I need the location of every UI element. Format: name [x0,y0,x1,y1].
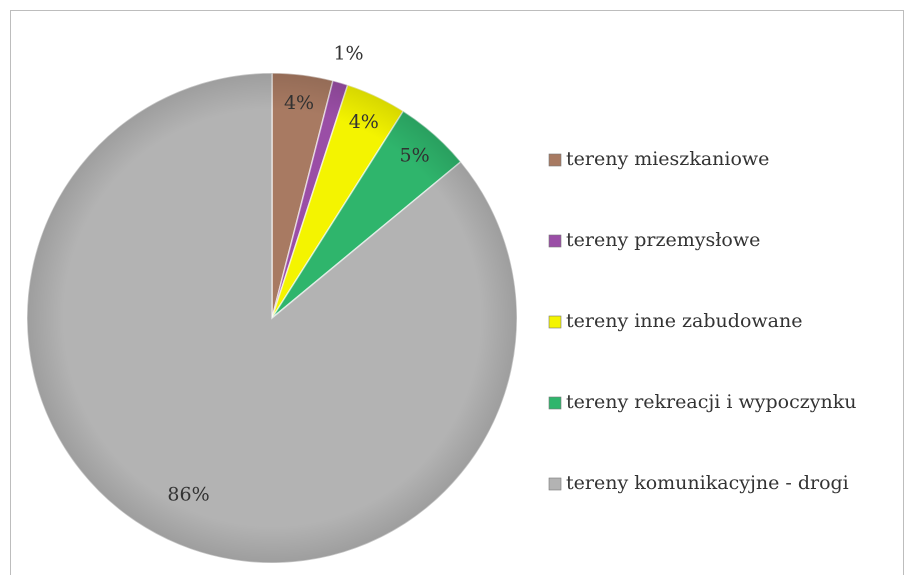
legend-label: tereny komunikacyjne - drogi [566,472,849,494]
legend-swatch [548,153,562,167]
data-label: 4% [349,111,379,133]
legend-label: tereny mieszkaniowe [566,148,769,170]
data-label: 86% [167,483,209,505]
data-label: 1% [333,42,363,64]
data-label: 4% [284,92,314,114]
legend-label: tereny przemysłowe [566,229,760,251]
legend-swatch [548,234,562,248]
legend-swatch [548,396,562,410]
legend-label: tereny rekreacji i wypoczynku [566,391,856,413]
legend-swatch [548,477,562,491]
legend-label: tereny inne zabudowane [566,310,802,332]
legend-swatch [548,315,562,329]
data-label: 5% [400,144,430,166]
